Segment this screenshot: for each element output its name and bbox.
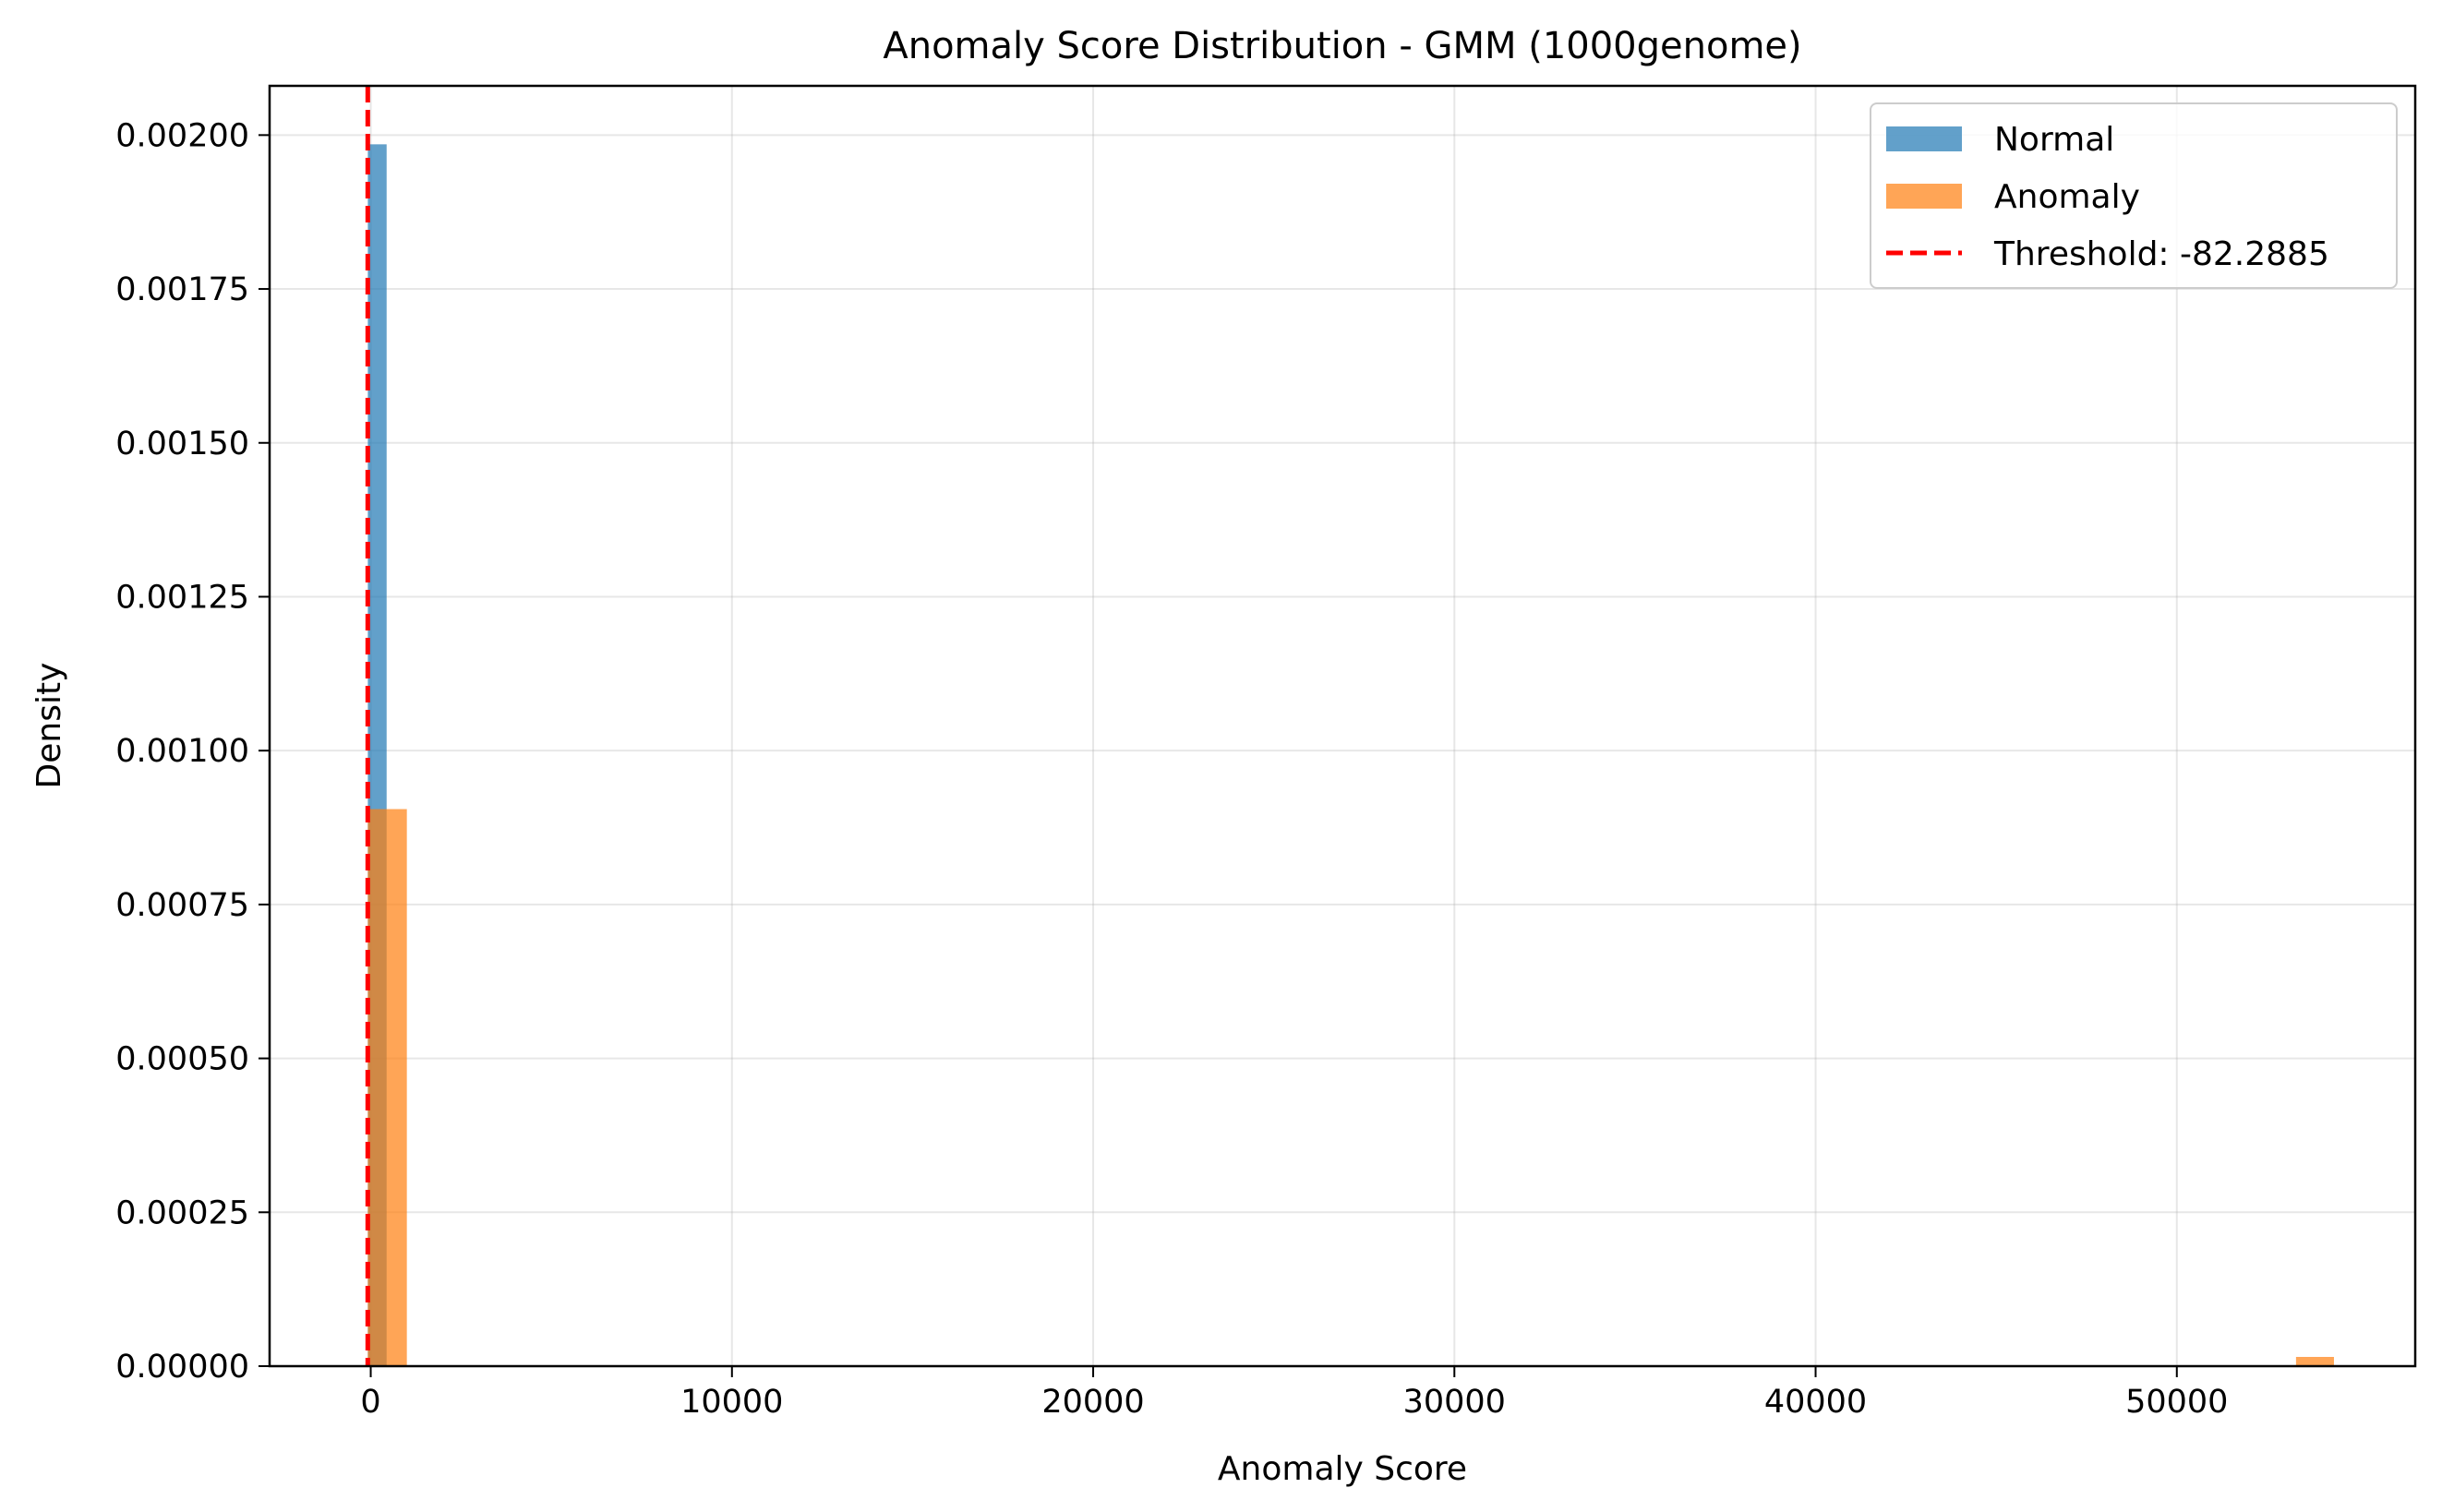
y-tick-label: 0.00050 — [115, 1041, 249, 1078]
legend-swatch-normal — [1886, 126, 1962, 151]
legend: Normal Anomaly Threshold: -82.2885 — [1870, 102, 2398, 289]
chart-title: Anomaly Score Distribution - GMM (1000ge… — [883, 25, 1801, 67]
y-tick-label: 0.00150 — [115, 426, 249, 462]
histogram-bars — [367, 144, 2334, 1367]
y-axis-ticks: 0.00000 0.00025 0.00050 0.00075 0.00100 0.001… — [115, 117, 270, 1386]
grid — [270, 86, 2415, 1367]
y-axis-label: Density — [30, 663, 68, 789]
x-tick-label: 30000 — [1403, 1384, 1506, 1421]
legend-label: Threshold: -82.2885 — [1993, 235, 2329, 273]
bar-anomaly — [2295, 1356, 2334, 1366]
x-axis-ticks: 0 10000 20000 30000 40000 50000 — [360, 1366, 2228, 1421]
y-tick-label: 0.00025 — [115, 1194, 249, 1231]
x-tick-label: 40000 — [1764, 1384, 1867, 1421]
y-tick-label: 0.00125 — [115, 579, 249, 616]
y-tick-label: 0.00000 — [115, 1349, 249, 1386]
y-tick-label: 0.00175 — [115, 271, 249, 308]
axes-frame — [268, 84, 2417, 1368]
y-tick-label: 0.00100 — [115, 733, 249, 770]
x-tick-label: 20000 — [1041, 1384, 1144, 1421]
legend-swatch-anomaly — [1886, 184, 1962, 209]
bar-anomaly — [367, 809, 407, 1366]
y-tick-label: 0.00075 — [115, 887, 249, 924]
legend-box — [1870, 102, 2398, 289]
x-tick-label: 50000 — [2125, 1384, 2228, 1421]
x-tick-label: 10000 — [680, 1384, 783, 1421]
x-tick-label: 0 — [360, 1384, 380, 1421]
legend-label: Anomaly — [1994, 178, 2140, 216]
legend-label: Normal — [1994, 121, 2114, 159]
x-axis-label: Anomaly Score — [1218, 1450, 1467, 1488]
y-tick-label: 0.00200 — [115, 117, 249, 154]
